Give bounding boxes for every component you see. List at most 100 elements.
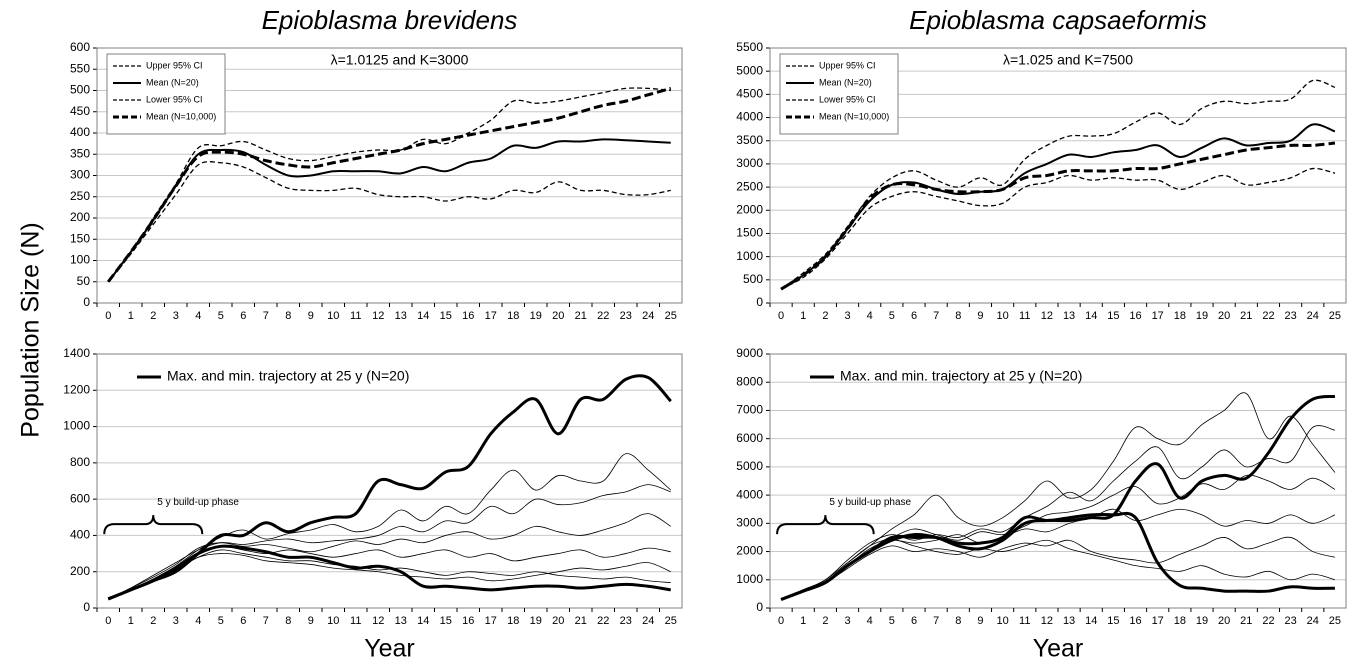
x-tick-label: 22 [1262,615,1274,627]
x-tick-label: 2 [150,310,156,322]
x-tick-label: 14 [1085,310,1097,322]
x-tick-label: 14 [1085,615,1097,627]
x-axis-label: Year [1033,635,1084,663]
y-tick-label: 400 [70,125,90,139]
legend-label: Mean (N=20) [146,77,199,87]
x-tick-label: 1 [800,615,806,627]
data-line [780,539,1336,600]
x-axis-label: Year [364,635,415,663]
y-tick-label: 1500 [736,226,763,240]
x-tick-label: 6 [911,310,917,322]
x-tick-label: 13 [395,310,407,322]
legend-label: Lower 95% CI [819,94,876,104]
data-line [780,536,1336,600]
x-tick-label: 8 [955,615,961,627]
y-tick-label: 200 [70,210,90,224]
y-tick-label: 0 [756,295,763,309]
y-tick-label: 100 [70,253,90,267]
x-tick-label: 8 [285,310,291,322]
x-tick-label: 12 [1041,615,1053,627]
x-tick-label: 18 [1174,310,1186,322]
y-tick-label: 0 [756,600,763,614]
data-line [108,513,671,600]
data-line [780,141,1336,291]
x-tick-label: 6 [240,615,246,627]
legend-label: Max. and min. trajectory at 25 y (N=20) [840,368,1082,384]
x-tick-label: 14 [417,310,429,322]
y-tick-label: 5500 [736,40,763,54]
legend-label: Mean (N=10,000) [819,111,889,121]
legend-label: Upper 95% CI [146,60,203,70]
x-tick-label: 1 [128,615,134,627]
data-line [780,79,1336,290]
x-tick-label: 21 [1240,310,1252,322]
x-tick-label: 9 [977,615,983,627]
y-tick-label: 450 [70,104,90,118]
x-tick-label: 1 [128,310,134,322]
x-tick-label: 22 [597,310,609,322]
y-tick-label: 0 [83,295,90,309]
x-tick-label: 16 [462,310,474,322]
x-tick-label: 23 [1284,310,1296,322]
x-tick-label: 2 [822,615,828,627]
x-tick-label: 4 [867,310,873,322]
x-tick-label: 9 [308,615,314,627]
y-tick-label: 2500 [736,179,763,193]
x-tick-label: 21 [1240,615,1252,627]
x-tick-label: 10 [327,615,339,627]
y-tick-label: 5000 [736,459,763,473]
x-tick-label: 24 [1307,615,1319,627]
x-tick-label: 4 [195,615,201,627]
annotation: λ=1.0125 and K=3000 [331,52,469,68]
data-line [107,161,671,283]
data-line [780,123,1336,290]
data-line [108,484,671,600]
chart-title: Epioblasma capsaeformis [909,5,1207,35]
y-tick-label: 1000 [63,419,90,433]
x-tick-label: 20 [552,615,564,627]
x-tick-label: 16 [462,615,474,627]
x-tick-label: 23 [1284,615,1296,627]
x-tick-label: 18 [507,310,519,322]
legend-label: Mean (N=10,000) [146,111,216,121]
legend-box [106,53,226,135]
x-tick-label: 8 [285,615,291,627]
x-tick-label: 19 [1196,615,1208,627]
y-tick-label: 500 [70,83,90,97]
y-tick-label: 600 [70,491,90,505]
y-tick-label: 500 [743,272,763,286]
data-line [780,508,1336,600]
x-tick-label: 19 [530,310,542,322]
x-tick-label: 7 [263,615,269,627]
x-tick-label: 15 [440,615,452,627]
x-tick-label: 0 [778,310,784,322]
y-tick-label: 8000 [736,374,763,388]
x-tick-label: 19 [1196,310,1208,322]
brace [103,515,204,535]
x-tick-label: 1 [800,310,806,322]
x-tick-label: 20 [552,310,564,322]
y-tick-label: 3000 [736,156,763,170]
x-tick-label: 16 [1129,310,1141,322]
y-tick-label: 250 [70,189,90,203]
y-tick-label: 550 [70,61,90,75]
x-tick-label: 9 [977,310,983,322]
y-tick-label: 9000 [736,346,763,360]
x-tick-label: 13 [395,615,407,627]
x-tick-label: 13 [1063,310,1075,322]
annotation: λ=1.025 and K=7500 [1003,52,1133,68]
x-tick-label: 20 [1218,310,1230,322]
x-tick-label: 10 [327,310,339,322]
x-tick-label: 15 [440,310,452,322]
y-tick-label: 2000 [736,202,763,216]
y-tick-label: 300 [70,168,90,182]
legend-label: Lower 95% CI [146,94,203,104]
data-line [780,425,1336,600]
y-axis-label: Population Size (N) [17,222,45,437]
y-tick-label: 4500 [736,87,763,101]
y-tick-label: 4000 [736,487,763,501]
